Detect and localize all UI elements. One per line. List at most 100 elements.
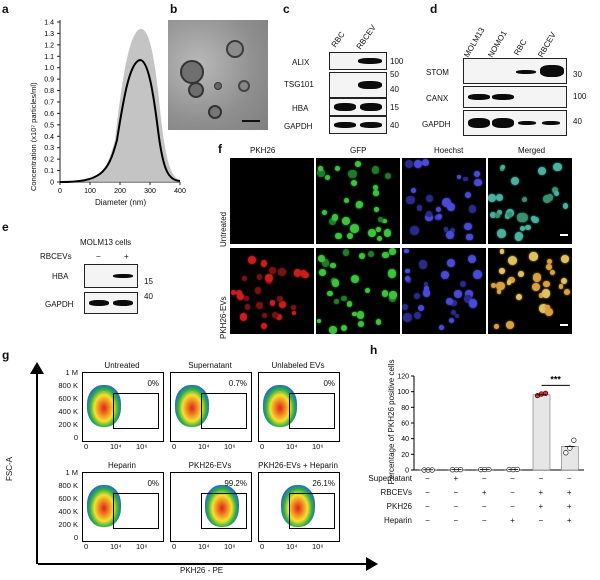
blot-canx (463, 86, 567, 108)
panel-a-ytick: 0.5 (44, 122, 54, 129)
panel-d-mw-30: 30 (573, 70, 582, 79)
panel-a-ytick: 0 (50, 180, 54, 187)
flow-gate (113, 393, 160, 430)
micrograph-untreated-merged (488, 158, 572, 244)
h-condition-sign: − (453, 516, 459, 525)
panel-e-mw-15: 15 (144, 277, 153, 286)
blot-alix (329, 52, 387, 70)
h-condition-sign: − (481, 516, 487, 525)
panel-g-x-arrow-head (366, 557, 378, 571)
panel-f-col-merged: Merged (518, 146, 546, 155)
micrograph-pkh26evs-gfp (316, 248, 400, 334)
panel-e-row-gapdh: GAPDH (45, 300, 74, 309)
panel-d-row-stom: STOM (426, 68, 449, 77)
panel-d-row-gapdh: GAPDH (422, 120, 451, 129)
panel-d-col-nomo1: NOMO1 (486, 29, 509, 59)
micrograph-untreated-pkh26 (230, 158, 314, 244)
flow-ytick: 0 (73, 433, 78, 442)
micrograph-untreated-hoechst (402, 158, 486, 244)
h-condition-sign: − (425, 516, 430, 525)
flow-gate (289, 493, 336, 530)
h-condition-sign: − (453, 502, 459, 511)
blot-stom (463, 58, 567, 84)
micrograph-untreated-gfp (316, 158, 400, 244)
panel-e-treatment: RBCEVs (40, 252, 72, 261)
flow-xtick: 10⁶ (224, 542, 236, 551)
flow-xtick: 10⁶ (312, 542, 324, 551)
panel-f-col-pkh26: PKH26 (250, 146, 276, 155)
flow-ytick: 0 (73, 533, 78, 542)
flow-ytick: 200 K (58, 520, 78, 529)
panel-d-col-rbc: RBC (512, 37, 529, 57)
panel-d-col-molm13: MOLM13 (462, 26, 487, 60)
h-condition-sign: − (510, 502, 515, 511)
panel-a-xtick: 200 (114, 188, 126, 195)
panel-a-ytick: 0.6 (44, 111, 54, 118)
panel-f-row-pkh26evs: PKH26-EVs (219, 296, 228, 339)
h-condition-sign: + (453, 474, 459, 483)
flow-gate (201, 393, 248, 430)
nta-plot: 0 0.1 0.2 0.3 0.4 0.5 0.6 0.7 0.8 0.9 1.0 1.1 1.2 1.3… (44, 20, 186, 196)
h-ytick: 80 (401, 405, 409, 412)
flow-gate (113, 493, 160, 530)
panel-e-title: MOLM13 cells (80, 238, 132, 247)
percentage-bar-chart: 0 20 40 60 80 100 120 *** (397, 374, 584, 475)
flow-density (87, 385, 121, 427)
flow-gate-percent: 0.7% (228, 379, 247, 388)
panel-g-y-arrow-shaft (36, 372, 38, 564)
h-significance: *** (550, 374, 561, 384)
flow-density (175, 385, 209, 427)
panel-label-h: h (370, 343, 378, 357)
h-condition-sign: − (566, 474, 572, 483)
panel-c-row-tsg101: TSG101 (284, 80, 314, 89)
h-point (563, 450, 569, 456)
panel-a-xtick: 0 (58, 188, 62, 195)
h-condition-sign: − (538, 474, 544, 483)
flow-density (281, 485, 315, 527)
h-condition-sign: − (481, 502, 487, 511)
panel-c-mw-40b: 40 (390, 121, 399, 130)
panel-g-x-arrow-shaft (38, 563, 368, 565)
flow-xtick: 0 (172, 442, 177, 451)
panel-f-row-untreated: Untreated (219, 211, 228, 247)
panel-a-xtick: 300 (144, 188, 156, 195)
flow-plot: 99.2% (170, 472, 252, 542)
micrograph-pkh26evs-hoechst (402, 248, 486, 334)
flow-xtick: 10⁴ (286, 442, 298, 451)
h-ytick: 120 (397, 374, 409, 381)
panel-e-sign-plus: + (124, 252, 129, 261)
nta-mean-curve (59, 58, 181, 183)
panel-label-g: g (2, 348, 10, 362)
panel-c-row-alix: ALIX (292, 58, 310, 67)
flow-ytick: 200 K (58, 420, 78, 429)
panel-label-f: f (218, 142, 222, 156)
h-point (567, 445, 573, 451)
flow-plot: 0% (82, 472, 164, 542)
flow-ytick: 600 K (58, 494, 78, 503)
flow-density (205, 485, 239, 527)
panel-a-ytick: 0.9 (44, 77, 54, 84)
micrograph-pkh26evs-merged (488, 248, 572, 334)
flow-plot-title: Heparin (107, 461, 136, 470)
scale-bar (242, 120, 260, 122)
panel-label-e: e (2, 220, 9, 234)
h-condition-sign: − (425, 488, 430, 497)
flow-gate (201, 493, 248, 530)
h-condition-sign: − (538, 516, 544, 525)
flow-xtick: 0 (172, 542, 177, 551)
h-ytick: 40 (401, 436, 409, 443)
panel-a-ytick: 0.8 (44, 88, 54, 95)
flow-ytick: 1 M (65, 468, 78, 477)
panel-label-a: a (2, 2, 9, 16)
panel-label-c: c (283, 2, 290, 16)
panel-e-sign-minus: − (96, 252, 101, 261)
panel-d-row-canx: CANX (426, 94, 449, 103)
h-point (542, 390, 549, 396)
flow-xtick: 10⁶ (136, 542, 148, 551)
flow-density (263, 385, 297, 427)
panel-c-mw-50: 50 (390, 70, 399, 79)
flow-xtick: 10⁶ (224, 442, 236, 451)
panel-a-ytick: 1.2 (44, 42, 54, 49)
flow-gate (289, 393, 336, 430)
h-condition-sign: − (510, 488, 515, 497)
